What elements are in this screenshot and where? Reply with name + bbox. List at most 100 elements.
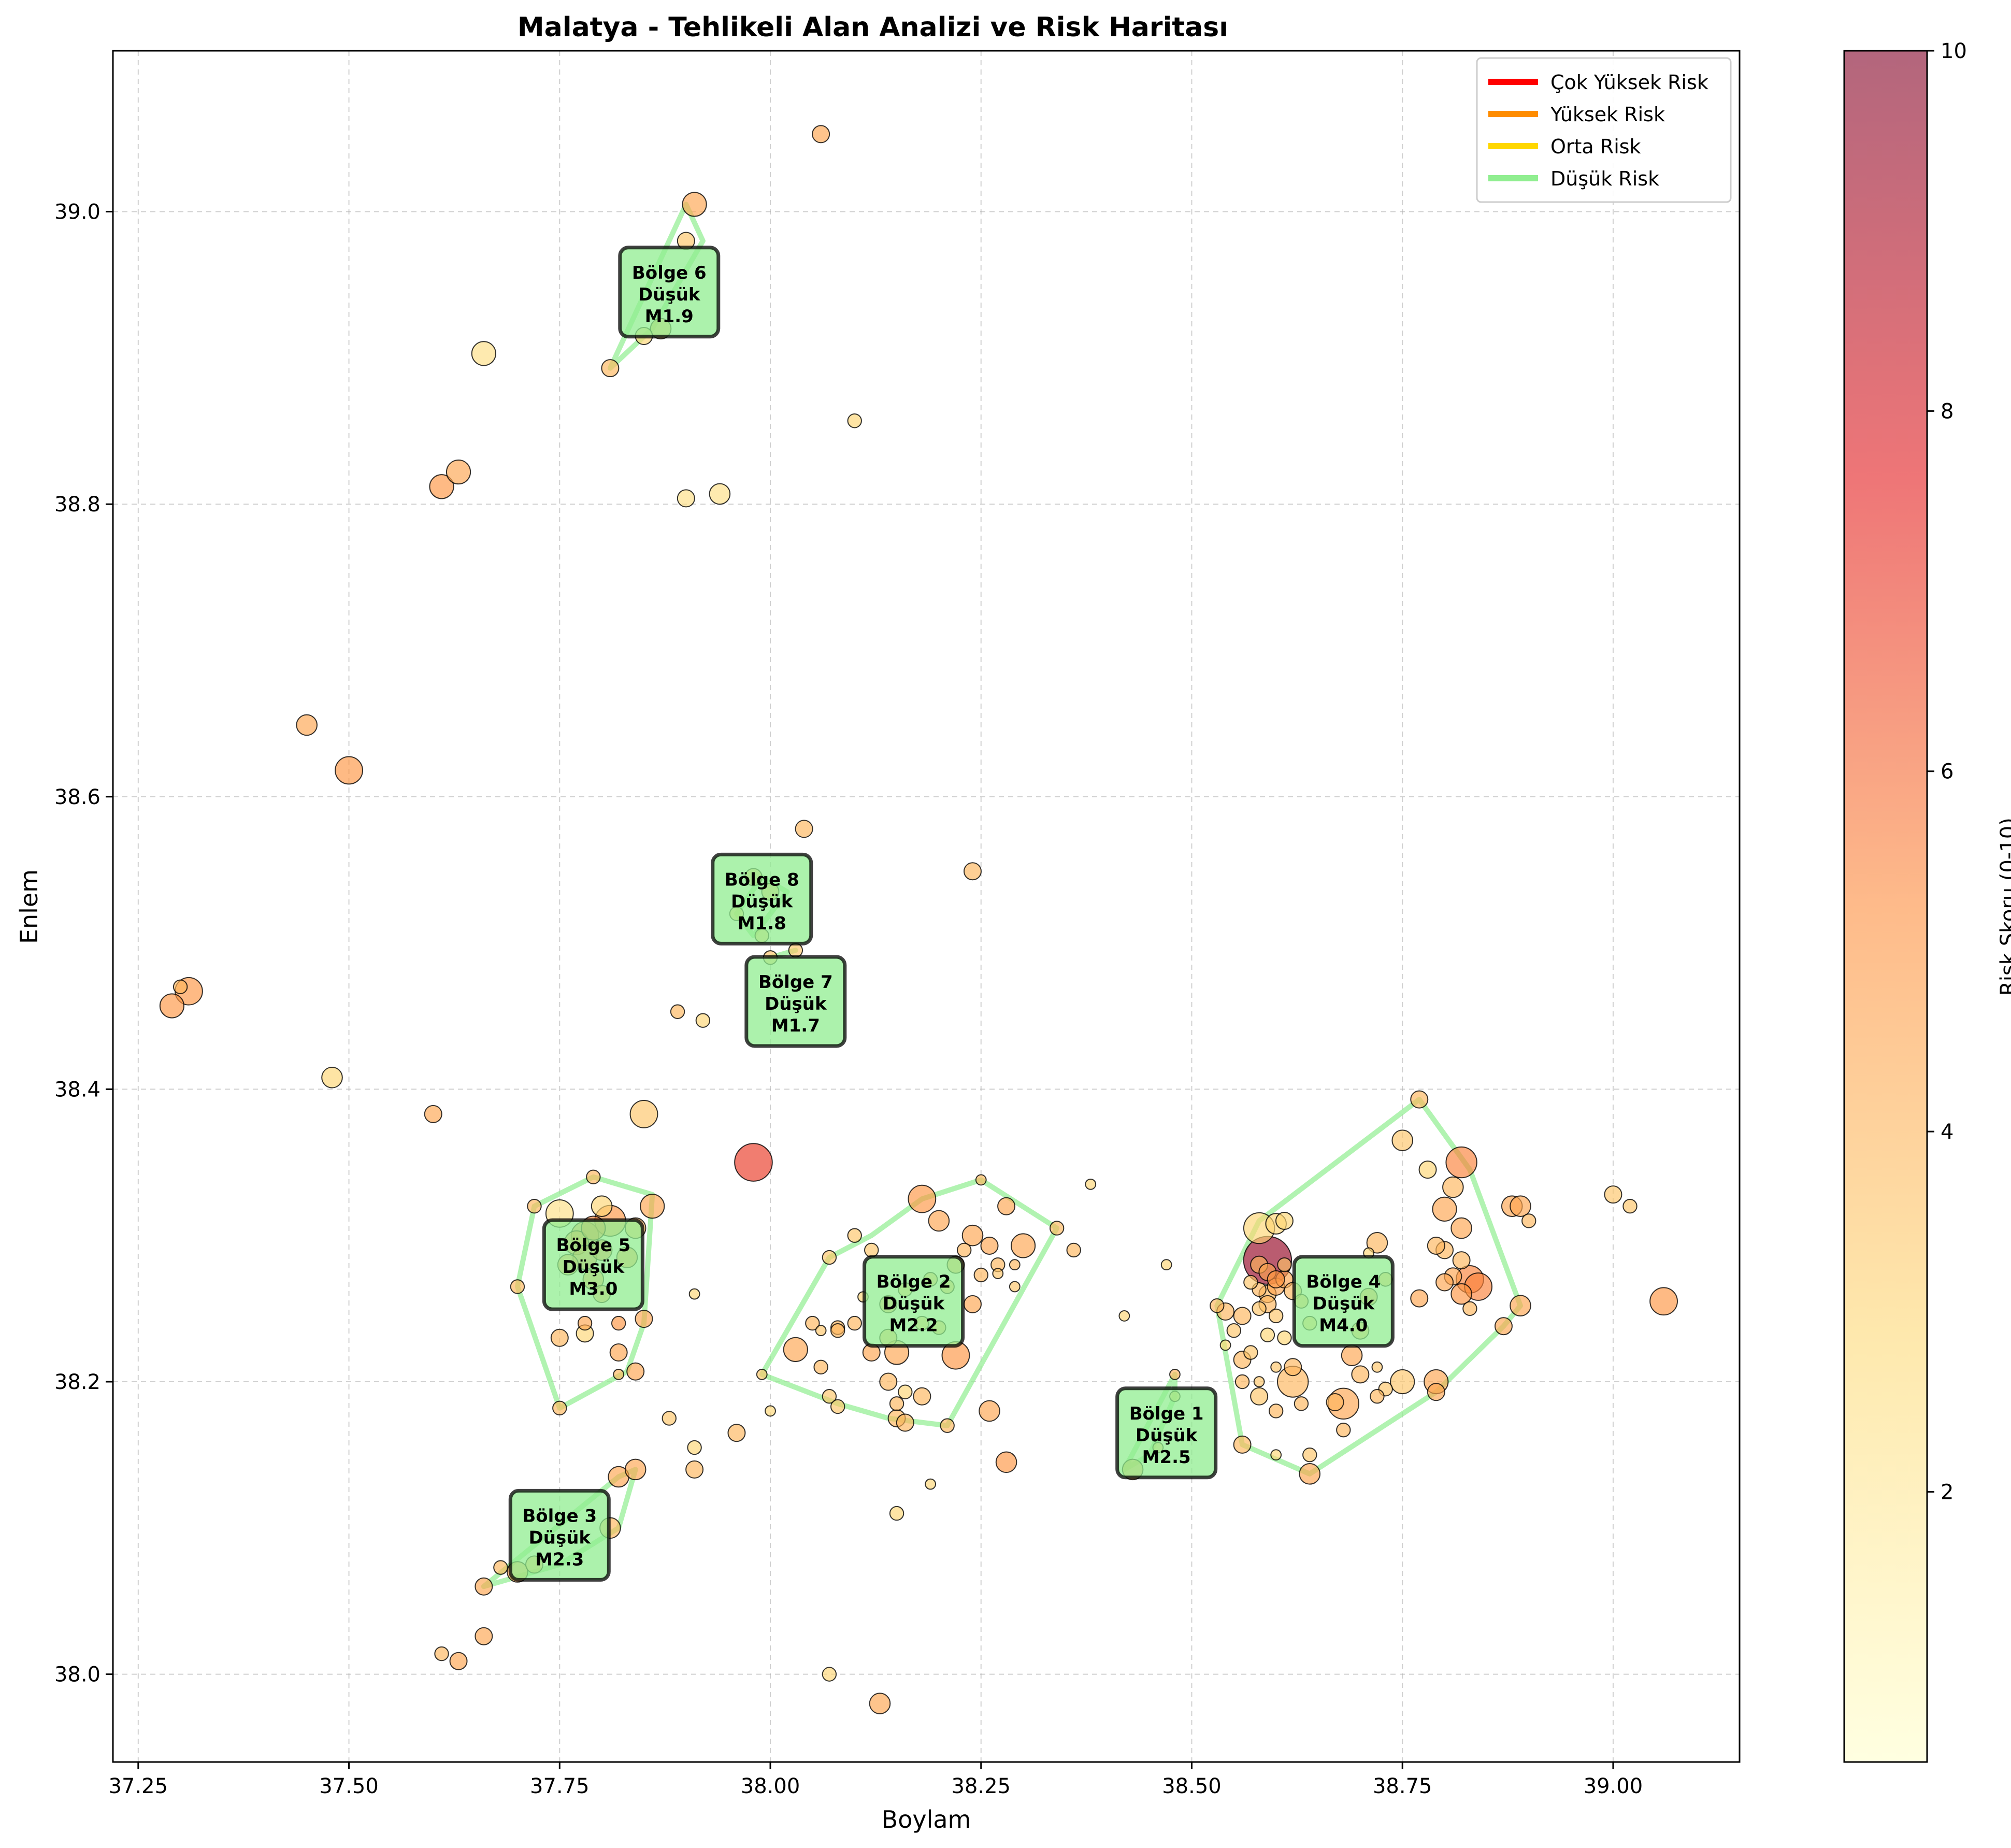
risk-point bbox=[159, 993, 184, 1019]
risk-point bbox=[1510, 1195, 1531, 1217]
zone-label-magnitude: M1.7 bbox=[771, 1015, 820, 1036]
risk-point bbox=[889, 1396, 904, 1411]
risk-point bbox=[980, 1236, 999, 1255]
risk-point bbox=[471, 341, 496, 366]
risk-point bbox=[1233, 1307, 1252, 1325]
risk-point bbox=[613, 1368, 625, 1380]
colorbar-label: Risk Skoru (0-10) bbox=[1996, 818, 2011, 996]
zone-label-magnitude: M1.8 bbox=[738, 913, 786, 934]
x-axis-label: Boylam bbox=[882, 1806, 971, 1833]
y-axis-ticks: 38.0 38.2 38.4 38.6 38.8 39.0 bbox=[54, 200, 113, 1687]
risk-point bbox=[1234, 1374, 1250, 1389]
risk-point bbox=[1452, 1251, 1471, 1270]
risk-point bbox=[1268, 1308, 1284, 1324]
legend-label: Çok Yüksek Risk bbox=[1550, 71, 1708, 94]
risk-point bbox=[550, 1328, 569, 1347]
risk-point bbox=[1299, 1463, 1321, 1485]
y-tick-label: 38.2 bbox=[54, 1370, 100, 1394]
risk-point bbox=[552, 1400, 567, 1416]
risk-point bbox=[493, 1560, 508, 1575]
risk-point bbox=[1294, 1396, 1309, 1411]
risk-point bbox=[813, 1359, 828, 1374]
legend-label: Yüksek Risk bbox=[1550, 103, 1665, 126]
risk-point bbox=[1275, 1211, 1294, 1230]
risk-point bbox=[830, 1323, 845, 1338]
risk-point bbox=[1494, 1317, 1513, 1336]
zone-label-box bbox=[711, 852, 813, 946]
risk-point bbox=[992, 1268, 1004, 1279]
risk-point bbox=[822, 1667, 837, 1682]
zone-label-label: Bölge 1 bbox=[1129, 1403, 1204, 1424]
risk-point bbox=[296, 714, 318, 736]
y-tick-label: 38.6 bbox=[54, 785, 100, 809]
risk-point bbox=[822, 1250, 837, 1265]
risk-point bbox=[640, 1194, 665, 1219]
risk-point bbox=[1326, 1393, 1344, 1412]
zone-label-label: Bölge 6 bbox=[632, 263, 707, 283]
risk-point bbox=[1370, 1389, 1385, 1404]
risk-point bbox=[765, 1405, 776, 1417]
risk-point bbox=[913, 1387, 931, 1406]
x-tick-label: 37.50 bbox=[319, 1774, 379, 1798]
risk-point bbox=[1267, 1270, 1285, 1288]
risk-point bbox=[682, 192, 707, 217]
chart-title: Malatya - Tehlikeli Alan Analizi ve Risk… bbox=[518, 12, 1228, 43]
risk-point bbox=[847, 1228, 862, 1243]
zone-label-risk: Düşük bbox=[529, 1527, 592, 1548]
risk-point bbox=[1009, 1259, 1021, 1271]
x-tick-label: 38.25 bbox=[951, 1774, 1011, 1798]
risk-point bbox=[611, 1315, 626, 1331]
risk-point bbox=[975, 1174, 987, 1186]
risk-point bbox=[1219, 1339, 1231, 1351]
x-tick-label: 37.75 bbox=[530, 1774, 590, 1798]
risk-point bbox=[1351, 1365, 1370, 1384]
zone-label-risk: Düşük bbox=[1313, 1294, 1375, 1314]
risk-point bbox=[1391, 1129, 1414, 1151]
x-tick-label: 37.25 bbox=[109, 1774, 168, 1798]
zone-label-label: Bölge 2 bbox=[877, 1272, 951, 1293]
risk-point bbox=[635, 1310, 653, 1328]
risk-point bbox=[173, 979, 188, 994]
y-tick-label: 39.0 bbox=[54, 200, 100, 224]
risk-point bbox=[963, 862, 982, 881]
legend-box bbox=[1476, 57, 1732, 203]
risk-point bbox=[1253, 1376, 1265, 1387]
risk-point bbox=[1233, 1435, 1252, 1454]
x-tick-label: 39.00 bbox=[1584, 1774, 1643, 1798]
risk-point bbox=[830, 1399, 845, 1414]
risk-point bbox=[879, 1372, 898, 1391]
risk-point bbox=[1418, 1161, 1437, 1179]
risk-point bbox=[429, 474, 454, 499]
zone-label-box bbox=[744, 955, 847, 1048]
risk-point bbox=[1410, 1289, 1429, 1308]
risk-point bbox=[1169, 1368, 1181, 1380]
zone-label-risk: Düşük bbox=[731, 891, 794, 912]
risk-point bbox=[812, 125, 830, 144]
y-tick-label: 38.4 bbox=[54, 1078, 100, 1101]
risk-point bbox=[1049, 1221, 1065, 1236]
risk-point bbox=[335, 756, 363, 785]
risk-point bbox=[997, 1197, 1016, 1215]
risk-point bbox=[961, 1224, 984, 1247]
risk-point bbox=[1462, 1301, 1477, 1316]
risk-point bbox=[1435, 1273, 1454, 1292]
risk-point bbox=[1649, 1287, 1678, 1316]
legend: Çok Yüksek Risk Yüksek Risk Orta Risk Düşük… bbox=[1476, 57, 1732, 203]
colorbar-gradient bbox=[1843, 50, 1928, 1763]
zone-label-box bbox=[542, 1218, 644, 1311]
risk-point bbox=[446, 459, 471, 485]
zone-label-label: Bölge 4 bbox=[1306, 1272, 1381, 1293]
risk-point bbox=[1260, 1327, 1275, 1342]
risk-point bbox=[1226, 1323, 1242, 1338]
colorbar-tick-label: 6 bbox=[1941, 760, 1953, 784]
risk-point bbox=[687, 1440, 702, 1455]
risk-point bbox=[795, 820, 813, 838]
colorbar-tick-label: 10 bbox=[1941, 39, 1967, 63]
risk-point bbox=[896, 1413, 914, 1432]
risk-point bbox=[1336, 1422, 1351, 1438]
